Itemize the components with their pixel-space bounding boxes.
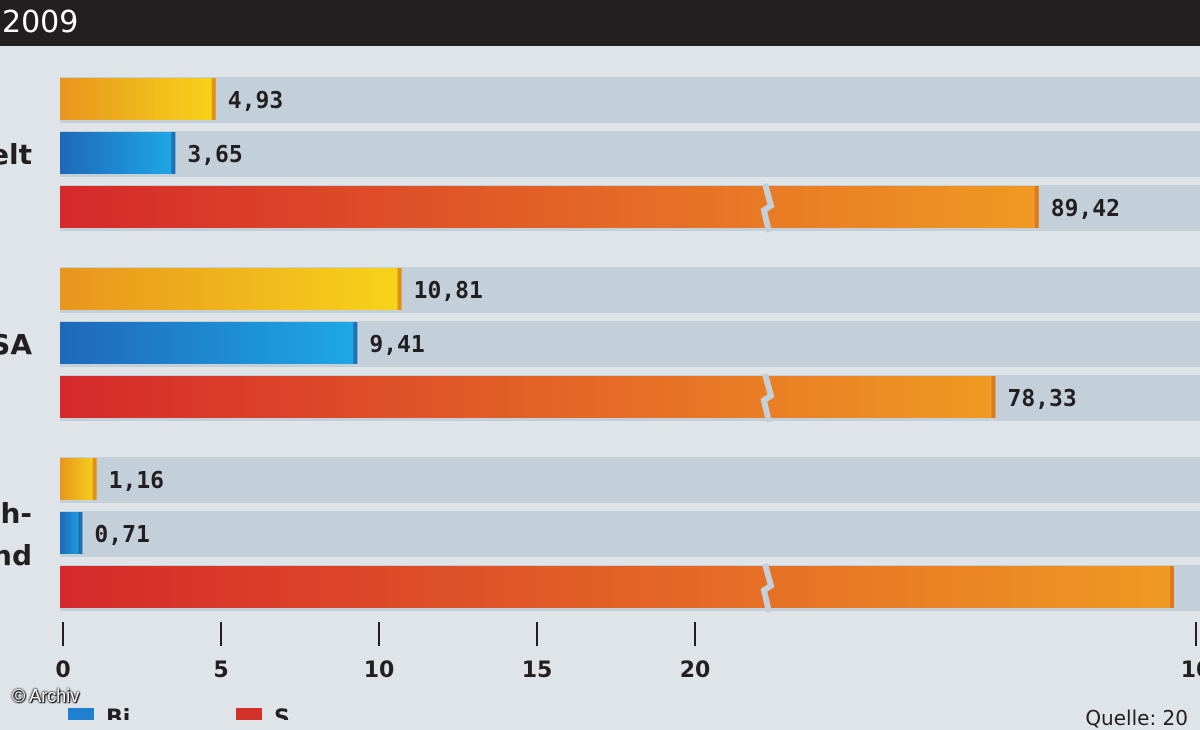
legend-label-blue: Bi <box>106 706 131 721</box>
bar-track <box>60 131 1200 177</box>
x-tick-label: 15 <box>522 658 553 683</box>
value-label: 4,93 <box>228 88 283 114</box>
category-label: elt <box>0 138 32 171</box>
axis-break-mark <box>760 563 775 613</box>
axis-break-mark <box>760 183 775 233</box>
chart-title: 2009 <box>2 5 79 40</box>
value-label: 10,81 <box>414 278 483 304</box>
bar <box>60 78 216 120</box>
legend-item-red: S <box>236 708 290 720</box>
value-label: 1,16 <box>109 468 164 494</box>
copyright-credit: © Archiv <box>12 686 80 706</box>
category-label: nd <box>0 539 32 572</box>
x-tick-label: 10 <box>1181 658 1200 683</box>
value-label: 78,33 <box>1007 386 1076 412</box>
bar-edge <box>1034 186 1039 228</box>
bar-edge <box>991 376 996 418</box>
bar <box>60 186 1039 228</box>
value-label: 3,65 <box>187 142 242 168</box>
category-label: SA <box>0 328 32 361</box>
bar <box>60 458 97 500</box>
bar <box>60 268 402 310</box>
bar <box>60 512 83 554</box>
axis-break-mark <box>760 373 775 423</box>
bar <box>60 322 358 364</box>
x-tick-label: 10 <box>364 658 395 683</box>
x-tick-label: 20 <box>680 658 711 683</box>
x-tick-label: 5 <box>213 658 228 683</box>
bar-edge <box>353 322 358 364</box>
bar <box>60 566 1174 608</box>
bar <box>60 132 176 174</box>
source-note: Quelle: 20 <box>1085 706 1188 730</box>
bar-track <box>60 77 1200 123</box>
value-label: 0,71 <box>94 522 149 548</box>
legend-swatch-blue <box>68 708 94 720</box>
x-tick-label: 0 <box>55 658 70 683</box>
value-label: 89,42 <box>1051 196 1120 222</box>
bar-track <box>60 457 1200 503</box>
bar-edge <box>1170 566 1174 608</box>
value-label: 9,41 <box>369 332 424 358</box>
legend-label-red: S <box>274 706 290 721</box>
bar-track <box>60 511 1200 557</box>
legend-swatch-red <box>236 708 262 720</box>
bar-edge <box>171 132 176 174</box>
category-label: h- <box>0 497 32 530</box>
bar-edge <box>397 268 402 310</box>
chart-header-bar: 2009 <box>0 0 1200 46</box>
legend-item-blue: Bi <box>68 708 130 720</box>
bar-edge <box>92 458 97 500</box>
bar <box>60 376 996 418</box>
chart-legend: Bi S <box>0 706 1200 720</box>
bar-edge <box>211 78 216 120</box>
bar-edge <box>78 512 83 554</box>
